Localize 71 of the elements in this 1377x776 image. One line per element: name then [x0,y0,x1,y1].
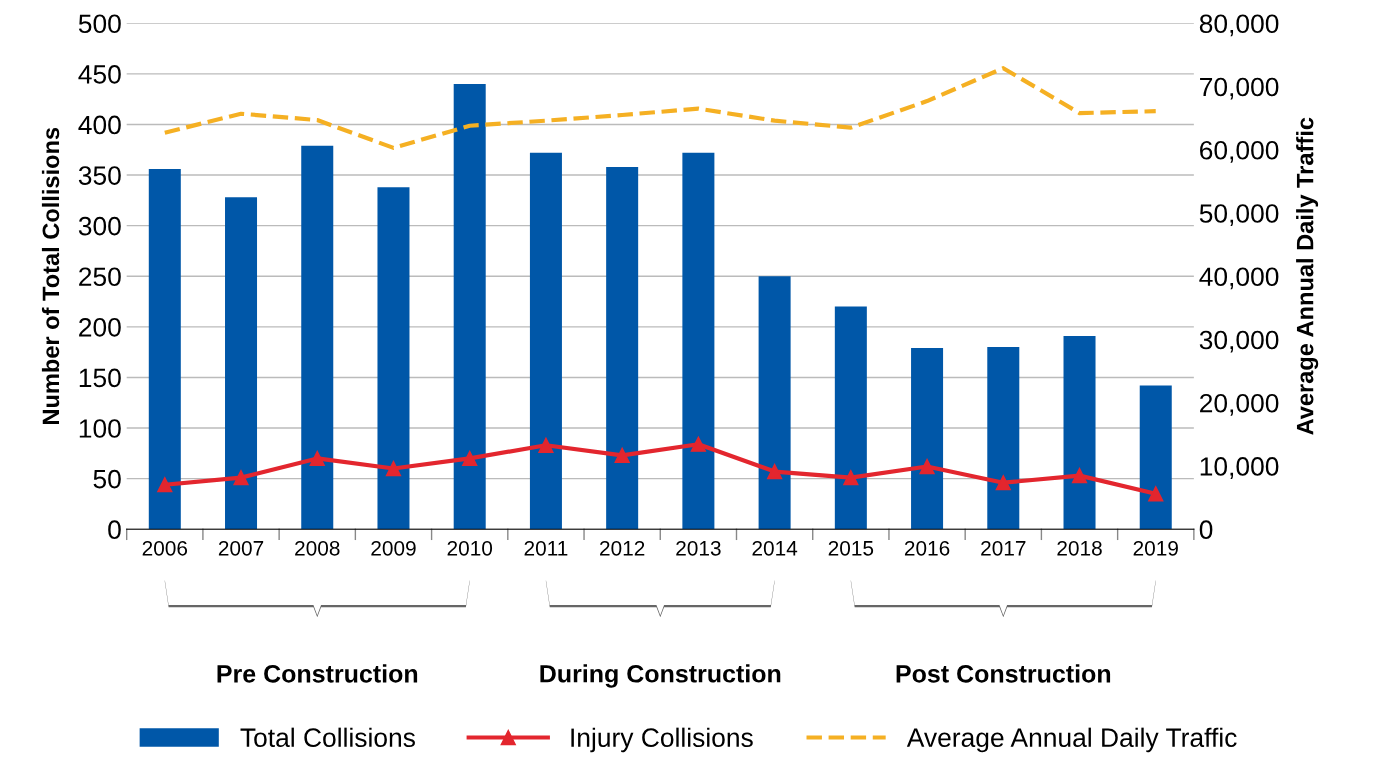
point [309,450,325,467]
point [462,450,478,467]
bar [453,83,486,530]
bar [682,152,715,530]
y-tick-label: 0 [108,520,121,540]
x-tick-label: 2010 [447,540,493,556]
x-tick-label: 2007 [218,540,264,556]
y2-tick-label: 20,000 [1200,393,1279,416]
x-tick-label: 2017 [981,540,1026,556]
y-tick-label: 200 [79,317,121,337]
x-tick-label: 2009 [371,540,416,556]
point [843,469,859,486]
point [538,437,554,453]
y-tick-label: 500 [78,14,121,34]
bar [987,347,1020,530]
bar [1139,385,1172,530]
point [157,477,173,493]
bar [148,168,181,530]
legend-label: Average Annual Daily Traffic [906,727,1237,753]
legend-label: Injury Collisions [571,727,753,753]
point [690,436,707,452]
text: Pre Construction [217,664,418,683]
x-tick-label: 2008 [295,540,340,556]
x-tick-label: 2019 [1133,540,1178,556]
y-tick-label: 150 [79,368,121,388]
x-tick-label: 2012 [600,540,645,556]
y-tick-label: 400 [78,115,121,135]
x-tick-label: 2011 [524,540,568,556]
y2-tick-label: 70,000 [1200,77,1279,100]
x-tick-label: 2015 [828,540,874,556]
line-series [162,66,1158,150]
bar [758,276,791,530]
y2-axis-title: Average Annual Daily Traffic [1296,117,1319,435]
x-tick-label: 2006 [142,540,188,556]
y-tick-label: 300 [78,216,121,236]
x-tick-label: 2018 [1057,540,1102,556]
y2-tick-label: 40,000 [1199,267,1279,290]
point [1148,486,1164,502]
bar [301,145,334,530]
point [233,469,249,486]
x-tick-label: 2016 [904,540,950,556]
y2-tick-label: 10,000 [1200,457,1279,479]
y2-tick-label: 0 [1199,520,1213,540]
bar [225,197,258,530]
text: During Construction [540,664,781,688]
bar [377,187,410,530]
y2-tick-label: 80,000 [1199,14,1279,37]
y2-tick-label: 60,000 [1200,140,1279,163]
point [766,463,783,480]
y-tick-label: 50 [93,469,121,489]
legend-label: Total Collisions [240,727,415,748]
point [614,447,630,464]
bar [606,166,639,530]
point [995,475,1011,491]
bar [529,152,562,530]
text: Post Construction [896,664,1111,683]
bar [834,306,867,530]
y2-tick-label: 30,000 [1199,330,1279,353]
bar [1063,335,1096,530]
y-axis-title: Number of Total Collisions [41,127,60,424]
point [1071,467,1088,484]
point [919,458,935,475]
bar [911,348,944,530]
y-tick-label: 100 [79,419,121,438]
x-tick-label: 2014 [752,540,798,556]
y-tick-label: 250 [79,267,121,287]
x-tick-label: 2013 [676,540,721,556]
y2-tick-label: 50,000 [1199,204,1279,226]
y-tick-label: 350 [78,166,121,185]
point [385,460,402,477]
y-tick-label: 450 [78,65,121,84]
